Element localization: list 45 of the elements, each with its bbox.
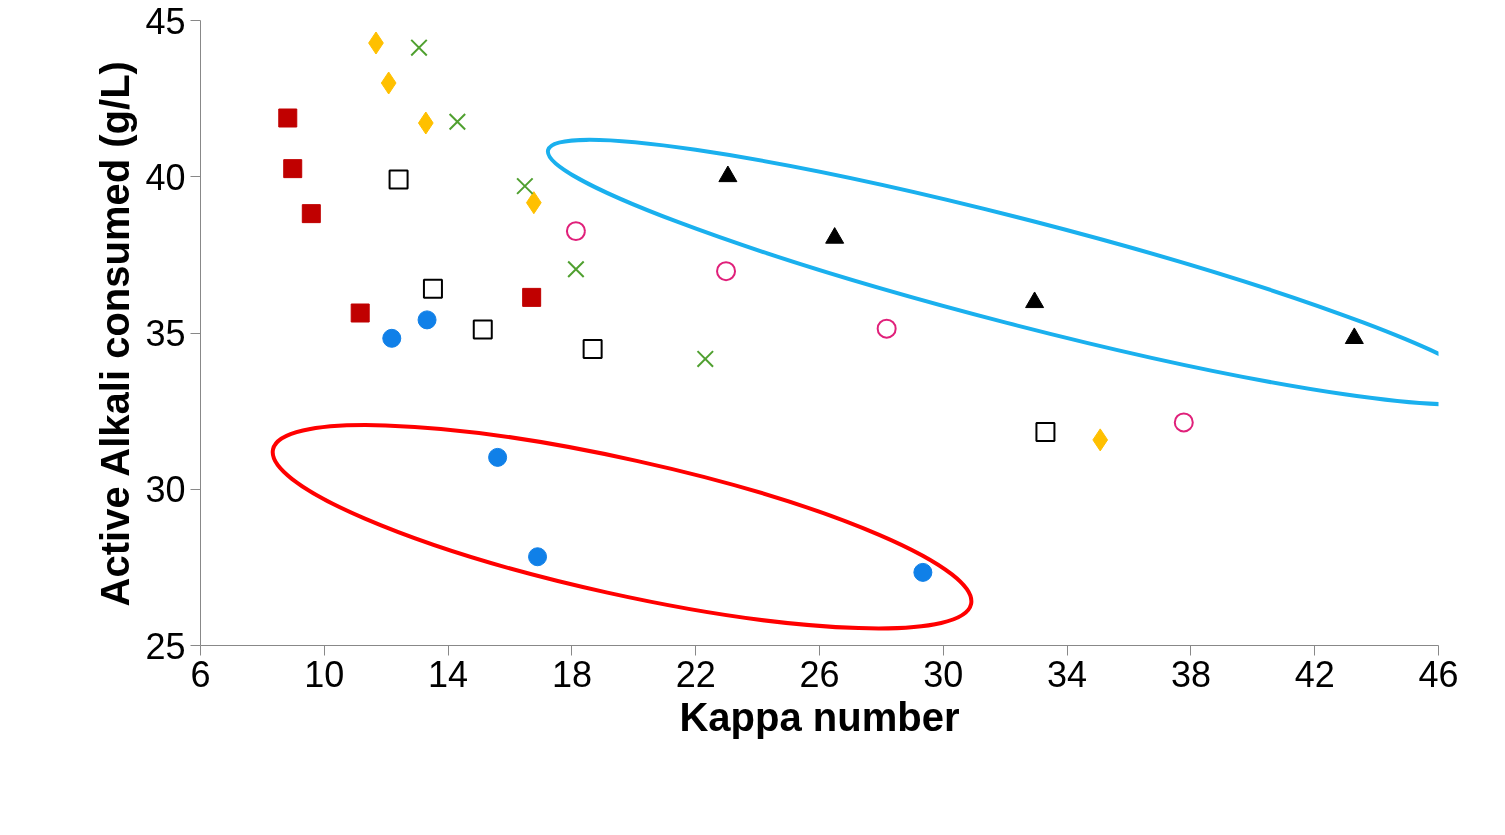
x-tick-label: 46	[1418, 653, 1459, 695]
x-tick-label: 6	[190, 653, 211, 695]
x-tick-label: 14	[428, 653, 469, 695]
point	[876, 318, 897, 339]
y-tick-label: 25	[145, 625, 186, 667]
point	[1035, 422, 1056, 443]
point	[301, 204, 321, 224]
x-tick-label: 42	[1294, 653, 1335, 695]
point	[417, 111, 434, 135]
point	[422, 278, 443, 299]
point	[488, 447, 508, 467]
point	[410, 38, 428, 57]
point	[567, 260, 585, 279]
point	[472, 319, 493, 340]
point	[565, 221, 586, 242]
point	[1092, 428, 1109, 452]
point	[417, 310, 437, 330]
x-tick-label: 18	[551, 653, 592, 695]
x-tick-label: 30	[923, 653, 964, 695]
point	[696, 350, 715, 368]
x-tick-label: 22	[675, 653, 716, 695]
point	[278, 108, 298, 128]
x-tick-label: 38	[1170, 653, 1211, 695]
point	[528, 547, 548, 567]
point	[350, 303, 370, 323]
point	[716, 261, 737, 282]
point	[516, 177, 534, 195]
point	[283, 159, 303, 179]
point	[1173, 412, 1194, 433]
x-tick-label: 26	[799, 653, 840, 695]
point	[582, 338, 603, 359]
point	[913, 562, 933, 582]
y-tick-label: 45	[145, 0, 186, 42]
point	[382, 328, 402, 348]
x-tick-label: 34	[1047, 653, 1088, 695]
y-tick-label: 40	[145, 156, 186, 198]
y-tick-label: 30	[145, 469, 186, 511]
point	[448, 112, 467, 131]
point	[522, 287, 542, 307]
y-tick-label: 35	[145, 313, 186, 354]
x-tick-label: 10	[304, 653, 345, 695]
point	[388, 169, 409, 190]
point	[380, 71, 397, 95]
y-axis-title: Active Alkali consumed (g/L)	[93, 61, 138, 607]
x-axis-title: Kappa number	[679, 694, 960, 739]
